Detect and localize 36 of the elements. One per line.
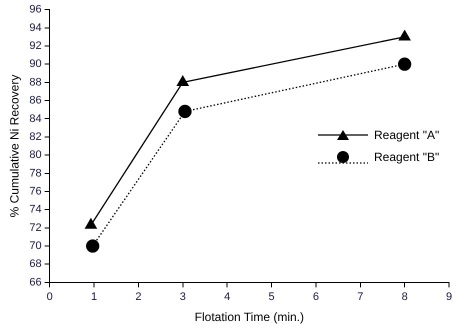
y-tick-label: 74 bbox=[29, 204, 42, 216]
y-tick-label: 72 bbox=[29, 222, 42, 234]
point bbox=[398, 58, 412, 71]
y-tick-label: 78 bbox=[29, 167, 42, 180]
y-tick-label: 68 bbox=[29, 258, 42, 270]
x-tick-label: 8 bbox=[402, 291, 408, 304]
point bbox=[86, 239, 100, 253]
y-tick-label: 66 bbox=[29, 276, 42, 288]
x-tick-label: 4 bbox=[224, 291, 230, 304]
y-axis-title: % Cumulative Ni Recovery bbox=[8, 74, 22, 218]
x-tick-label: 2 bbox=[135, 291, 142, 304]
x-tick-label: 6 bbox=[312, 291, 319, 304]
x-tick-label: 1 bbox=[90, 291, 98, 304]
y-tick-label: 84 bbox=[29, 112, 42, 125]
point bbox=[85, 218, 97, 229]
y-tick-label: 70 bbox=[29, 240, 42, 252]
y-tick-label: 96 bbox=[29, 4, 42, 16]
point bbox=[398, 30, 410, 41]
y-tick-label: 82 bbox=[29, 130, 42, 143]
point bbox=[178, 104, 192, 118]
legend-label: Reagent "B" bbox=[374, 150, 440, 164]
x-axis-title: Flotation Time (min.) bbox=[194, 310, 304, 324]
y-tick-label: 86 bbox=[29, 94, 42, 107]
point bbox=[176, 76, 189, 86]
y-tick-label: 80 bbox=[29, 149, 42, 162]
y-tick-label: 92 bbox=[29, 40, 42, 52]
x-tick-label: 0 bbox=[46, 291, 53, 304]
legend-label: Reagent "A" bbox=[374, 128, 440, 142]
y-tick-label: 88 bbox=[29, 76, 42, 88]
y-tick-label: 90 bbox=[29, 58, 42, 70]
y-tick-label: 94 bbox=[29, 22, 42, 34]
x-tick-label: 5 bbox=[268, 291, 275, 304]
x-tick-label: 9 bbox=[446, 291, 452, 304]
y-tick-label: 76 bbox=[29, 186, 42, 198]
x-tick-label: 7 bbox=[357, 291, 364, 304]
x-tick-label: 3 bbox=[180, 291, 186, 304]
